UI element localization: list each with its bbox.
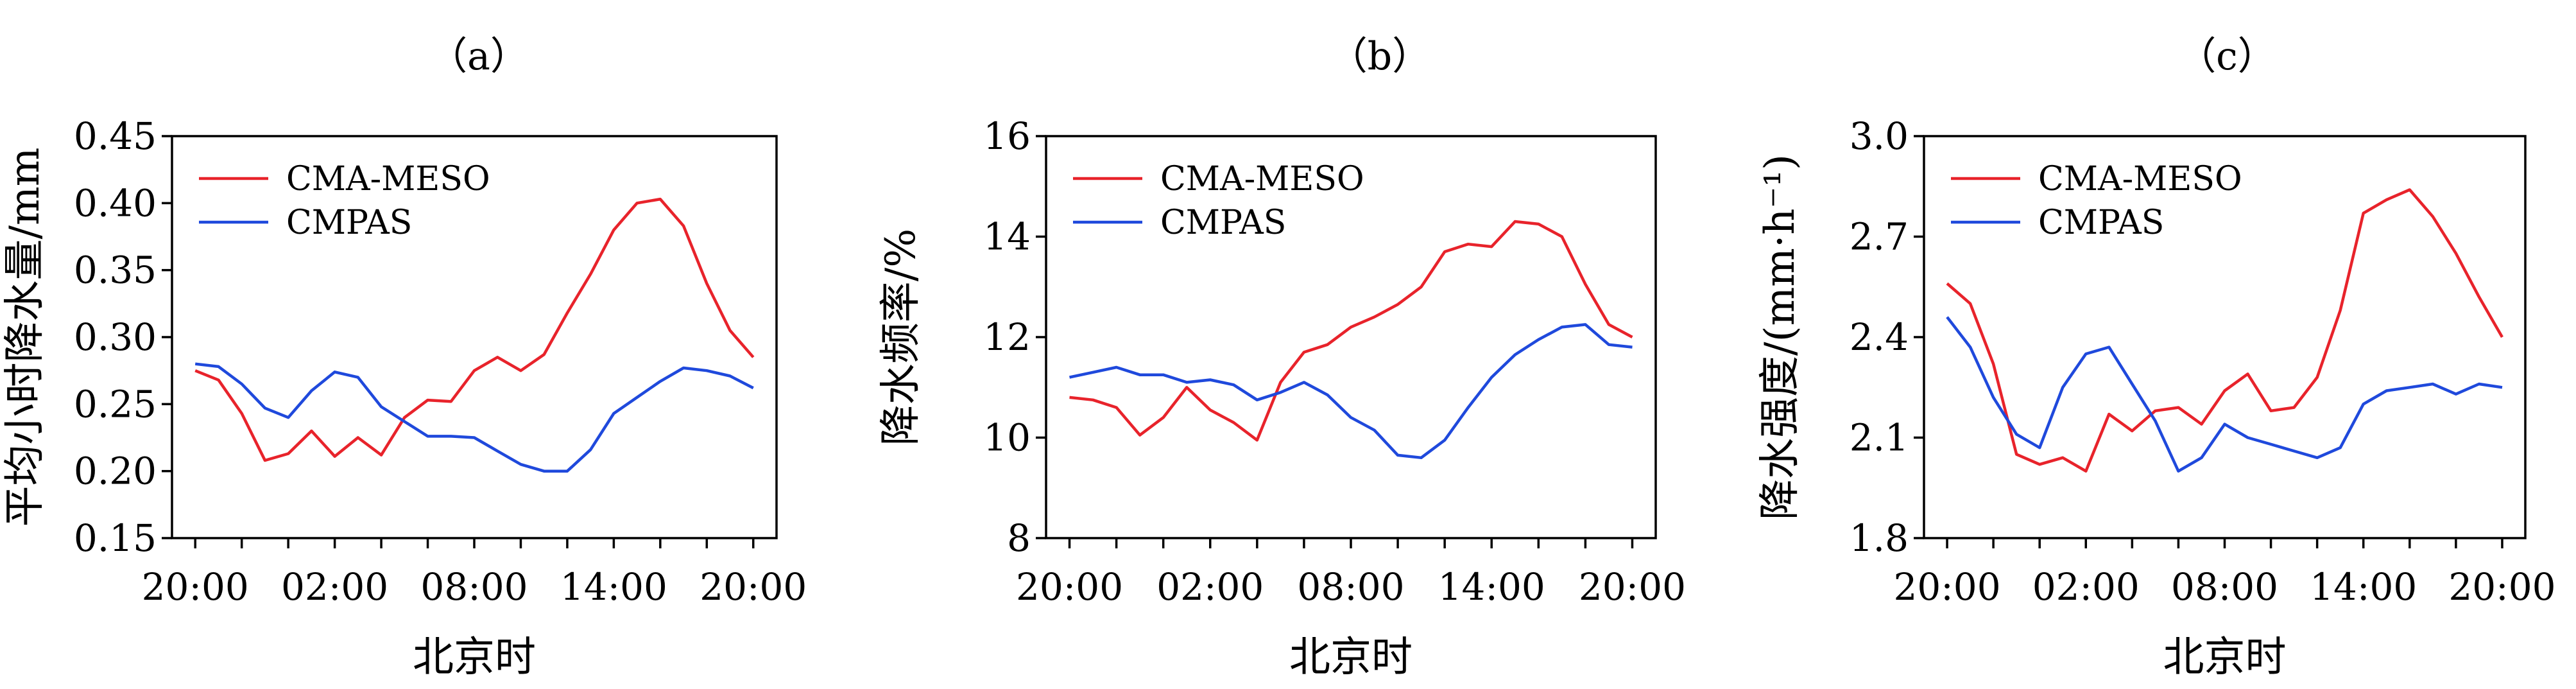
series-line-cma-meso: [194, 197, 755, 462]
y-tick-label: 16: [983, 114, 1031, 158]
legend-label: CMA-MESO: [1160, 160, 1364, 198]
y-tick-label: 0.20: [74, 449, 157, 493]
series-line-cma-meso: [1946, 188, 2503, 473]
x-tick-label: 20:00: [1893, 565, 2000, 609]
x-tick-label: 14:00: [560, 565, 667, 609]
chart-panel-2: （b） 8 10 12 14 16 20:00 02:00 08:00 14:00 20:00 北京时…: [877, 34, 1686, 681]
x-tick-label: 08:00: [420, 565, 528, 609]
x-tick-label: 08:00: [2171, 565, 2278, 609]
x-tick-label: 20:00: [142, 565, 249, 609]
y-axis-title: 降水频率/%: [877, 229, 925, 446]
panel-label: （a）: [429, 34, 529, 79]
y-tick-label: 0.45: [74, 114, 157, 158]
panel-label: （c）: [2177, 34, 2276, 79]
x-tick-label: 20:00: [700, 565, 807, 609]
x-axis-title: 北京时: [2163, 634, 2287, 681]
x-tick-label: 02:00: [281, 565, 388, 609]
x-tick-label: 20:00: [1579, 565, 1686, 609]
y-tick-label: 1.8: [1850, 516, 1909, 560]
y-tick-label: 0.40: [74, 181, 157, 225]
y-tick-label: 2.4: [1850, 315, 1909, 359]
x-tick-label: 20:00: [1016, 565, 1123, 609]
y-tick-label: 8: [1007, 516, 1031, 560]
y-tick-label: 0.25: [74, 382, 157, 426]
legend-label: CMPAS: [1160, 204, 1286, 242]
x-tick-label: 02:00: [1156, 565, 1264, 609]
x-axis-title: 北京时: [1289, 634, 1413, 681]
x-tick-label: 20:00: [2448, 565, 2555, 609]
legend-label: CMPAS: [2038, 204, 2164, 242]
x-tick-label: 14:00: [1438, 565, 1545, 609]
y-tick-label: 12: [983, 315, 1031, 359]
y-tick-label: 3.0: [1850, 114, 1909, 158]
series-line-cmpas: [1946, 316, 2503, 473]
legend-label: CMA-MESO: [2038, 160, 2242, 198]
x-tick-label: 02:00: [2032, 565, 2140, 609]
x-tick-label: 14:00: [2310, 565, 2417, 609]
y-tick-label: 10: [983, 416, 1031, 460]
y-tick-label: 2.7: [1850, 215, 1909, 259]
legend-label: CMPAS: [286, 204, 412, 242]
series-line-cma-meso: [1069, 220, 1633, 442]
series-line-cmpas: [1069, 323, 1633, 460]
series-line-cmpas: [194, 362, 754, 473]
chart-panel-3: （c） 1.8 2.1 2.4 2.7 3.0 20:00 02:00 08:00 14:00 20…: [1756, 34, 2556, 681]
y-tick-label: 14: [983, 215, 1031, 259]
panel-label: （b）: [1329, 34, 1430, 79]
legend-label: CMA-MESO: [286, 160, 490, 198]
y-tick-label: 0.15: [74, 516, 157, 560]
y-axis-title: 降水强度/(mm·h⁻¹): [1756, 154, 1804, 520]
x-tick-label: 08:00: [1297, 565, 1404, 609]
y-tick-label: 0.35: [74, 249, 157, 292]
x-axis-title: 北京时: [413, 634, 536, 681]
y-tick-label: 0.30: [74, 315, 157, 359]
y-tick-label: 2.1: [1850, 416, 1909, 460]
chart-panel-1: （a） 0.15 0.20 0.25 0.30 0.35 0.40 0.45 20:00 02:0…: [1, 34, 807, 681]
y-axis-title: 平均小时降水量/mm: [1, 148, 49, 527]
